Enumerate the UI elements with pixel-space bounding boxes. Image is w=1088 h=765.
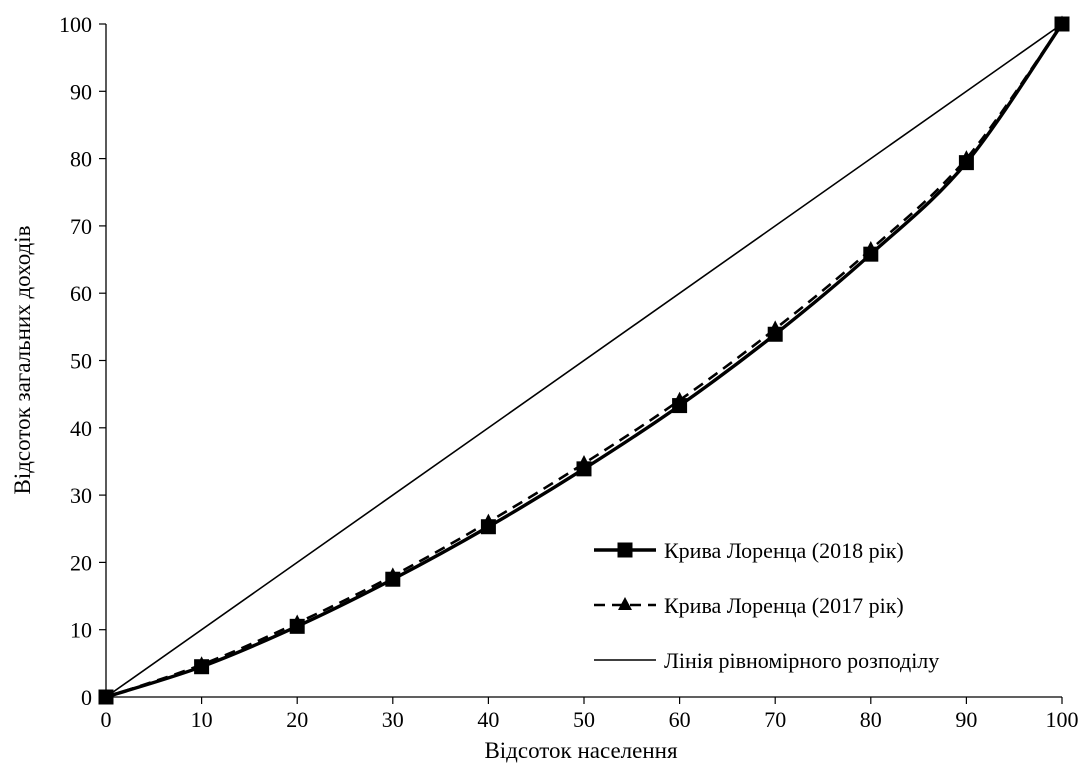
legend: Крива Лоренца (2018 рік) Крива Лоренца (… — [594, 538, 939, 673]
y-tick-label: 30 — [70, 483, 92, 508]
y-tick-labels: 0 10 20 30 40 50 60 70 80 90 100 — [59, 12, 92, 710]
x-tick-labels: 0 10 20 30 40 50 60 70 80 90 100 — [101, 707, 1079, 732]
y-tick-label: 0 — [81, 685, 92, 710]
x-tick-label: 50 — [573, 707, 595, 732]
x-tick-label: 20 — [286, 707, 308, 732]
lorenz-2017-line — [105, 23, 1064, 699]
y-tick-label: 80 — [70, 147, 92, 172]
data-point-2018 — [958, 155, 974, 171]
y-tick-label: 100 — [59, 12, 92, 37]
x-tick-label: 30 — [382, 707, 404, 732]
data-point-2018 — [576, 461, 592, 477]
y-tick-label: 40 — [70, 416, 92, 441]
x-tick-label: 80 — [860, 707, 882, 732]
axes — [99, 23, 1063, 704]
y-tick-label: 60 — [70, 281, 92, 306]
legend-label-2018: Крива Лоренца (2018 рік) — [664, 538, 904, 563]
legend-marker-2018 — [617, 542, 633, 558]
x-tick-label: 0 — [101, 707, 112, 732]
y-axis-title: Відсоток загальних доходів — [10, 225, 35, 494]
y-tick-label: 90 — [70, 79, 92, 104]
lorenz-2018-line — [105, 23, 1064, 699]
series-layer — [98, 15, 1070, 705]
x-tick-label: 90 — [955, 707, 977, 732]
x-tick-label: 40 — [477, 707, 499, 732]
x-axis-title: Відсоток населення — [484, 738, 678, 763]
series-0 — [98, 16, 1070, 705]
y-tick-label: 20 — [70, 550, 92, 575]
legend-label-equality: Лінія рівномірного розподілу — [664, 648, 939, 673]
x-tick-label: 100 — [1046, 707, 1079, 732]
equality-line — [105, 23, 1063, 698]
legend-label-2017: Крива Лоренца (2017 рік) — [664, 593, 904, 618]
y-tick-label: 10 — [70, 618, 92, 643]
data-point-2018 — [672, 398, 688, 414]
x-tick-label: 10 — [191, 707, 213, 732]
data-point-2018 — [98, 689, 114, 705]
data-point-2018 — [1054, 16, 1070, 32]
data-point-2018 — [767, 326, 783, 342]
data-point-2018 — [863, 246, 879, 262]
y-tick-label: 50 — [70, 349, 92, 374]
data-point-2018 — [194, 659, 210, 675]
y-tick-label: 70 — [70, 214, 92, 239]
data-point-2018 — [385, 571, 401, 587]
data-point-2018 — [480, 519, 496, 535]
x-tick-label: 70 — [764, 707, 786, 732]
legend-marker-2017 — [618, 597, 632, 610]
series-2 — [105, 23, 1063, 698]
x-tick-label: 60 — [669, 707, 691, 732]
data-point-2018 — [289, 618, 305, 634]
